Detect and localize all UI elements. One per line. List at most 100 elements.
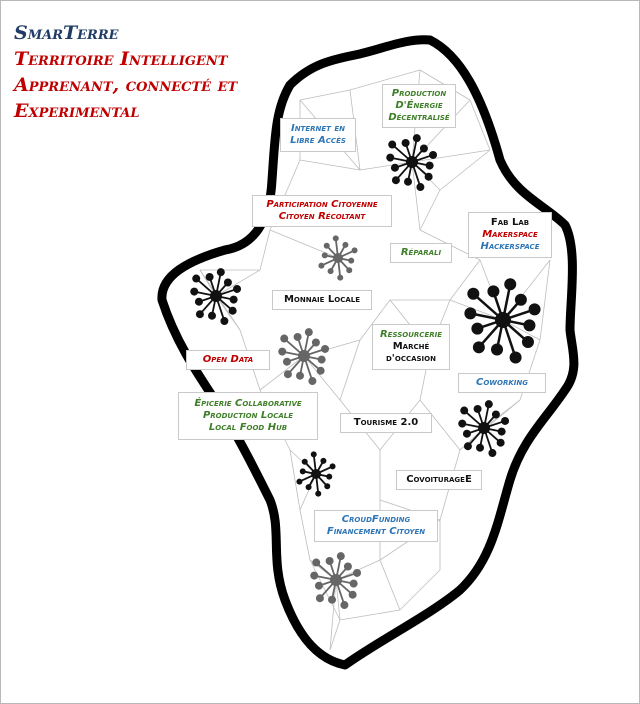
network-line <box>399 569 441 611</box>
hub-node <box>321 252 328 259</box>
hub-node <box>332 235 339 242</box>
network-line <box>449 299 504 321</box>
hub-node <box>509 351 522 364</box>
hub-west <box>190 268 242 326</box>
hub-node <box>348 257 355 264</box>
hub-node <box>229 295 238 304</box>
network-line <box>329 619 341 651</box>
hub-node <box>233 284 242 293</box>
hub-node <box>296 478 303 485</box>
hub-node <box>283 370 292 379</box>
hub-participation <box>318 235 358 281</box>
hub-node <box>318 262 325 269</box>
brand-title: SmarTerre <box>14 22 119 44</box>
hub-node <box>424 172 433 181</box>
hub-node <box>425 161 434 170</box>
hub-node <box>293 332 302 341</box>
label-line: Tourisme 2.0 <box>353 417 419 428</box>
hub-node <box>327 268 334 275</box>
label-tourisme: Tourisme 2.0 <box>340 413 432 433</box>
hub-node <box>458 419 467 428</box>
hub-node <box>223 278 232 287</box>
network-line <box>303 355 341 401</box>
hub-node <box>473 404 482 413</box>
hub-node <box>216 268 225 277</box>
label-line: Internet en <box>290 123 346 134</box>
network-line <box>215 295 241 331</box>
label-line: Coworking <box>476 377 528 388</box>
network-line <box>379 559 401 611</box>
hub-node <box>476 443 485 452</box>
hub-node <box>388 140 397 149</box>
hub-node <box>521 336 534 349</box>
hub-node <box>316 366 325 375</box>
label-participation: Participation Citoyenne Citoyen Récoltan… <box>252 195 392 227</box>
hub-node <box>208 311 217 320</box>
hub-node <box>353 568 362 577</box>
hub-node <box>523 319 536 332</box>
network-line <box>419 189 441 231</box>
network-line <box>349 69 421 91</box>
hub-node <box>315 594 324 603</box>
hub-node <box>386 153 395 162</box>
hub-node <box>296 371 305 380</box>
network-line <box>259 229 271 271</box>
network-line <box>329 579 337 651</box>
hub-node <box>304 328 313 337</box>
hub-node <box>472 341 485 354</box>
hub-node <box>308 377 317 386</box>
hub-node <box>205 272 214 281</box>
hub-node <box>315 490 322 497</box>
hub-core <box>210 290 222 302</box>
label-line: D'Énergie <box>395 100 443 111</box>
hub-node <box>416 183 425 192</box>
hub-node <box>311 338 320 347</box>
label-line: Citoyen Récoltant <box>278 211 366 222</box>
hub-node <box>278 347 287 356</box>
hub-node <box>491 410 500 419</box>
hub-node <box>192 274 201 283</box>
label-epicerie: Épicerie Collaborative Production Locale… <box>178 392 318 440</box>
label-line: d'occasion <box>386 353 436 364</box>
label-crowdfunding: CroudFunding Financement Citoyen <box>314 510 438 542</box>
label-line: Production Locale <box>202 410 294 421</box>
label-line: Hackerspace <box>480 241 540 252</box>
label-line: Réparali <box>400 247 442 258</box>
label-line: CovoiturageE <box>406 474 472 485</box>
hub-node <box>497 427 506 436</box>
hub-tourisme <box>296 451 336 497</box>
hub-core <box>333 253 343 263</box>
label-line: Fab Lab <box>490 217 530 228</box>
network-line <box>539 259 551 341</box>
label-monnaie: Monnaie Locale <box>272 290 372 310</box>
network-line <box>411 149 491 163</box>
network-line <box>289 449 301 511</box>
network-line <box>299 509 311 561</box>
hub-node <box>504 278 517 291</box>
label-covoiturage: CovoiturageE <box>396 470 482 490</box>
hubs-layer <box>190 134 541 610</box>
label-line: Décentralisé <box>388 112 450 123</box>
network-line <box>335 579 341 621</box>
hub-node <box>337 274 344 281</box>
hub-node <box>501 416 510 425</box>
network-line <box>339 609 401 621</box>
hub-node <box>336 552 345 561</box>
label-internet: Internet en Libre Accès <box>280 118 356 152</box>
hub-node <box>321 344 330 353</box>
hub-node <box>195 310 204 319</box>
hub-south <box>310 552 362 610</box>
label-opendata: Open Data <box>186 350 270 370</box>
hub-node <box>340 601 349 610</box>
label-energie: Production D'Énergie Décentralisé <box>382 84 456 128</box>
territory-outline <box>157 35 579 670</box>
hub-node <box>464 307 477 320</box>
hub-node <box>323 242 330 249</box>
hub-node <box>314 581 323 590</box>
network-line <box>411 161 421 231</box>
label-ressourcerie: Ressourcerie Marché d'occasion <box>372 324 450 370</box>
hub-node <box>310 451 317 458</box>
label-line: Local Food Hub <box>208 422 288 433</box>
hub-node <box>514 293 527 306</box>
label-line: Participation Citoyenne <box>266 199 378 210</box>
